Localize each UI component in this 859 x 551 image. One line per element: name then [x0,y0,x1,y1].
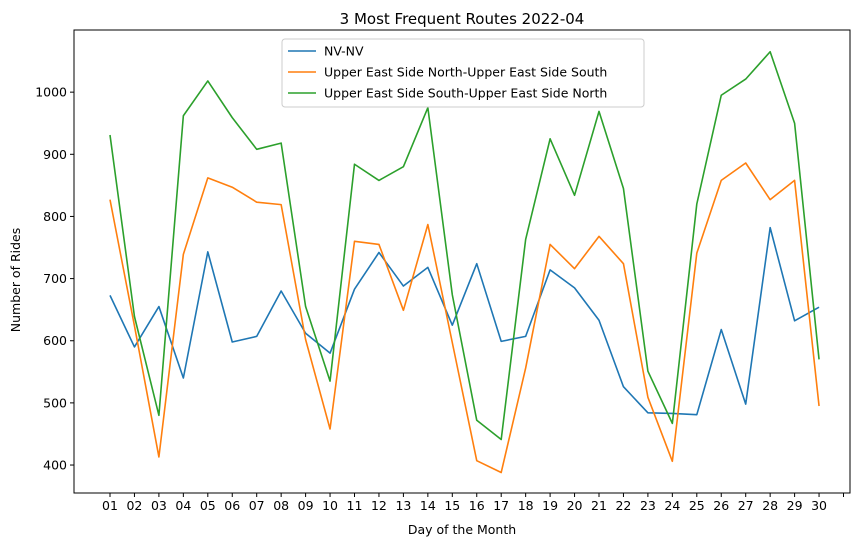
x-tick-label: 11 [347,498,363,513]
x-tick-label: 04 [175,498,191,513]
x-tick-label: 03 [151,498,167,513]
y-tick-label: 500 [43,395,67,410]
x-tick-label: 02 [126,498,142,513]
legend-label: NV-NV [324,44,364,59]
x-tick-label: 22 [615,498,631,513]
plot-area [73,29,851,494]
series-line-2 [109,162,820,474]
x-tick-label: 23 [640,498,656,513]
x-tick-label: 10 [322,498,338,513]
y-tick-label: 400 [43,458,67,473]
x-tick-label: 17 [493,498,509,513]
x-tick-label: 28 [762,498,778,513]
legend-label: Upper East Side South-Upper East Side No… [324,86,607,101]
x-tick-label: 19 [542,498,558,513]
x-tick-label: 25 [689,498,705,513]
y-tick-label: 700 [43,271,67,286]
chart-title: 3 Most Frequent Routes 2022-04 [340,10,585,28]
x-tick-label: 20 [567,498,583,513]
x-tick-label: 14 [420,498,436,513]
y-tick-label: 800 [43,209,67,224]
x-tick-label: 26 [713,498,729,513]
x-tick-label: 29 [787,498,803,513]
legend-box [281,38,645,108]
x-tick-label: 09 [298,498,314,513]
x-tick-label: 05 [200,498,216,513]
x-tick-label: 06 [224,498,240,513]
x-tick-label: 30 [811,498,827,513]
y-tick-label: 1000 [35,85,67,100]
series-lines [109,50,820,474]
y-tick-label: 900 [43,147,67,162]
x-tick-label: 12 [371,498,387,513]
series-line-3 [109,50,820,441]
x-tick-label: 08 [273,498,289,513]
x-tick-label: 21 [591,498,607,513]
x-tick-label: 18 [518,498,534,513]
legend: NV-NV Upper East Side North-Upper East Si… [281,38,645,108]
plot-frame [73,29,851,494]
y-tick-label: 600 [43,333,67,348]
x-tick-label: 27 [738,498,754,513]
y-axis-label: Number of Rides [8,228,23,333]
legend-label: Upper East Side North-Upper East Side So… [324,65,607,80]
x-tick-label: 07 [249,498,265,513]
x-axis-label: Day of the Month [408,522,516,537]
axes: 01 02 03 04 05 06 07 08 09 10 11 12 13 14 15 16 17 18 19 20… [35,85,844,513]
x-tick-label: 16 [469,498,485,513]
x-tick-label: 13 [395,498,411,513]
x-tick-label: 15 [444,498,460,513]
x-tick-label: 01 [102,498,118,513]
x-tick-label: 24 [664,498,680,513]
series-line-1 [109,226,820,416]
